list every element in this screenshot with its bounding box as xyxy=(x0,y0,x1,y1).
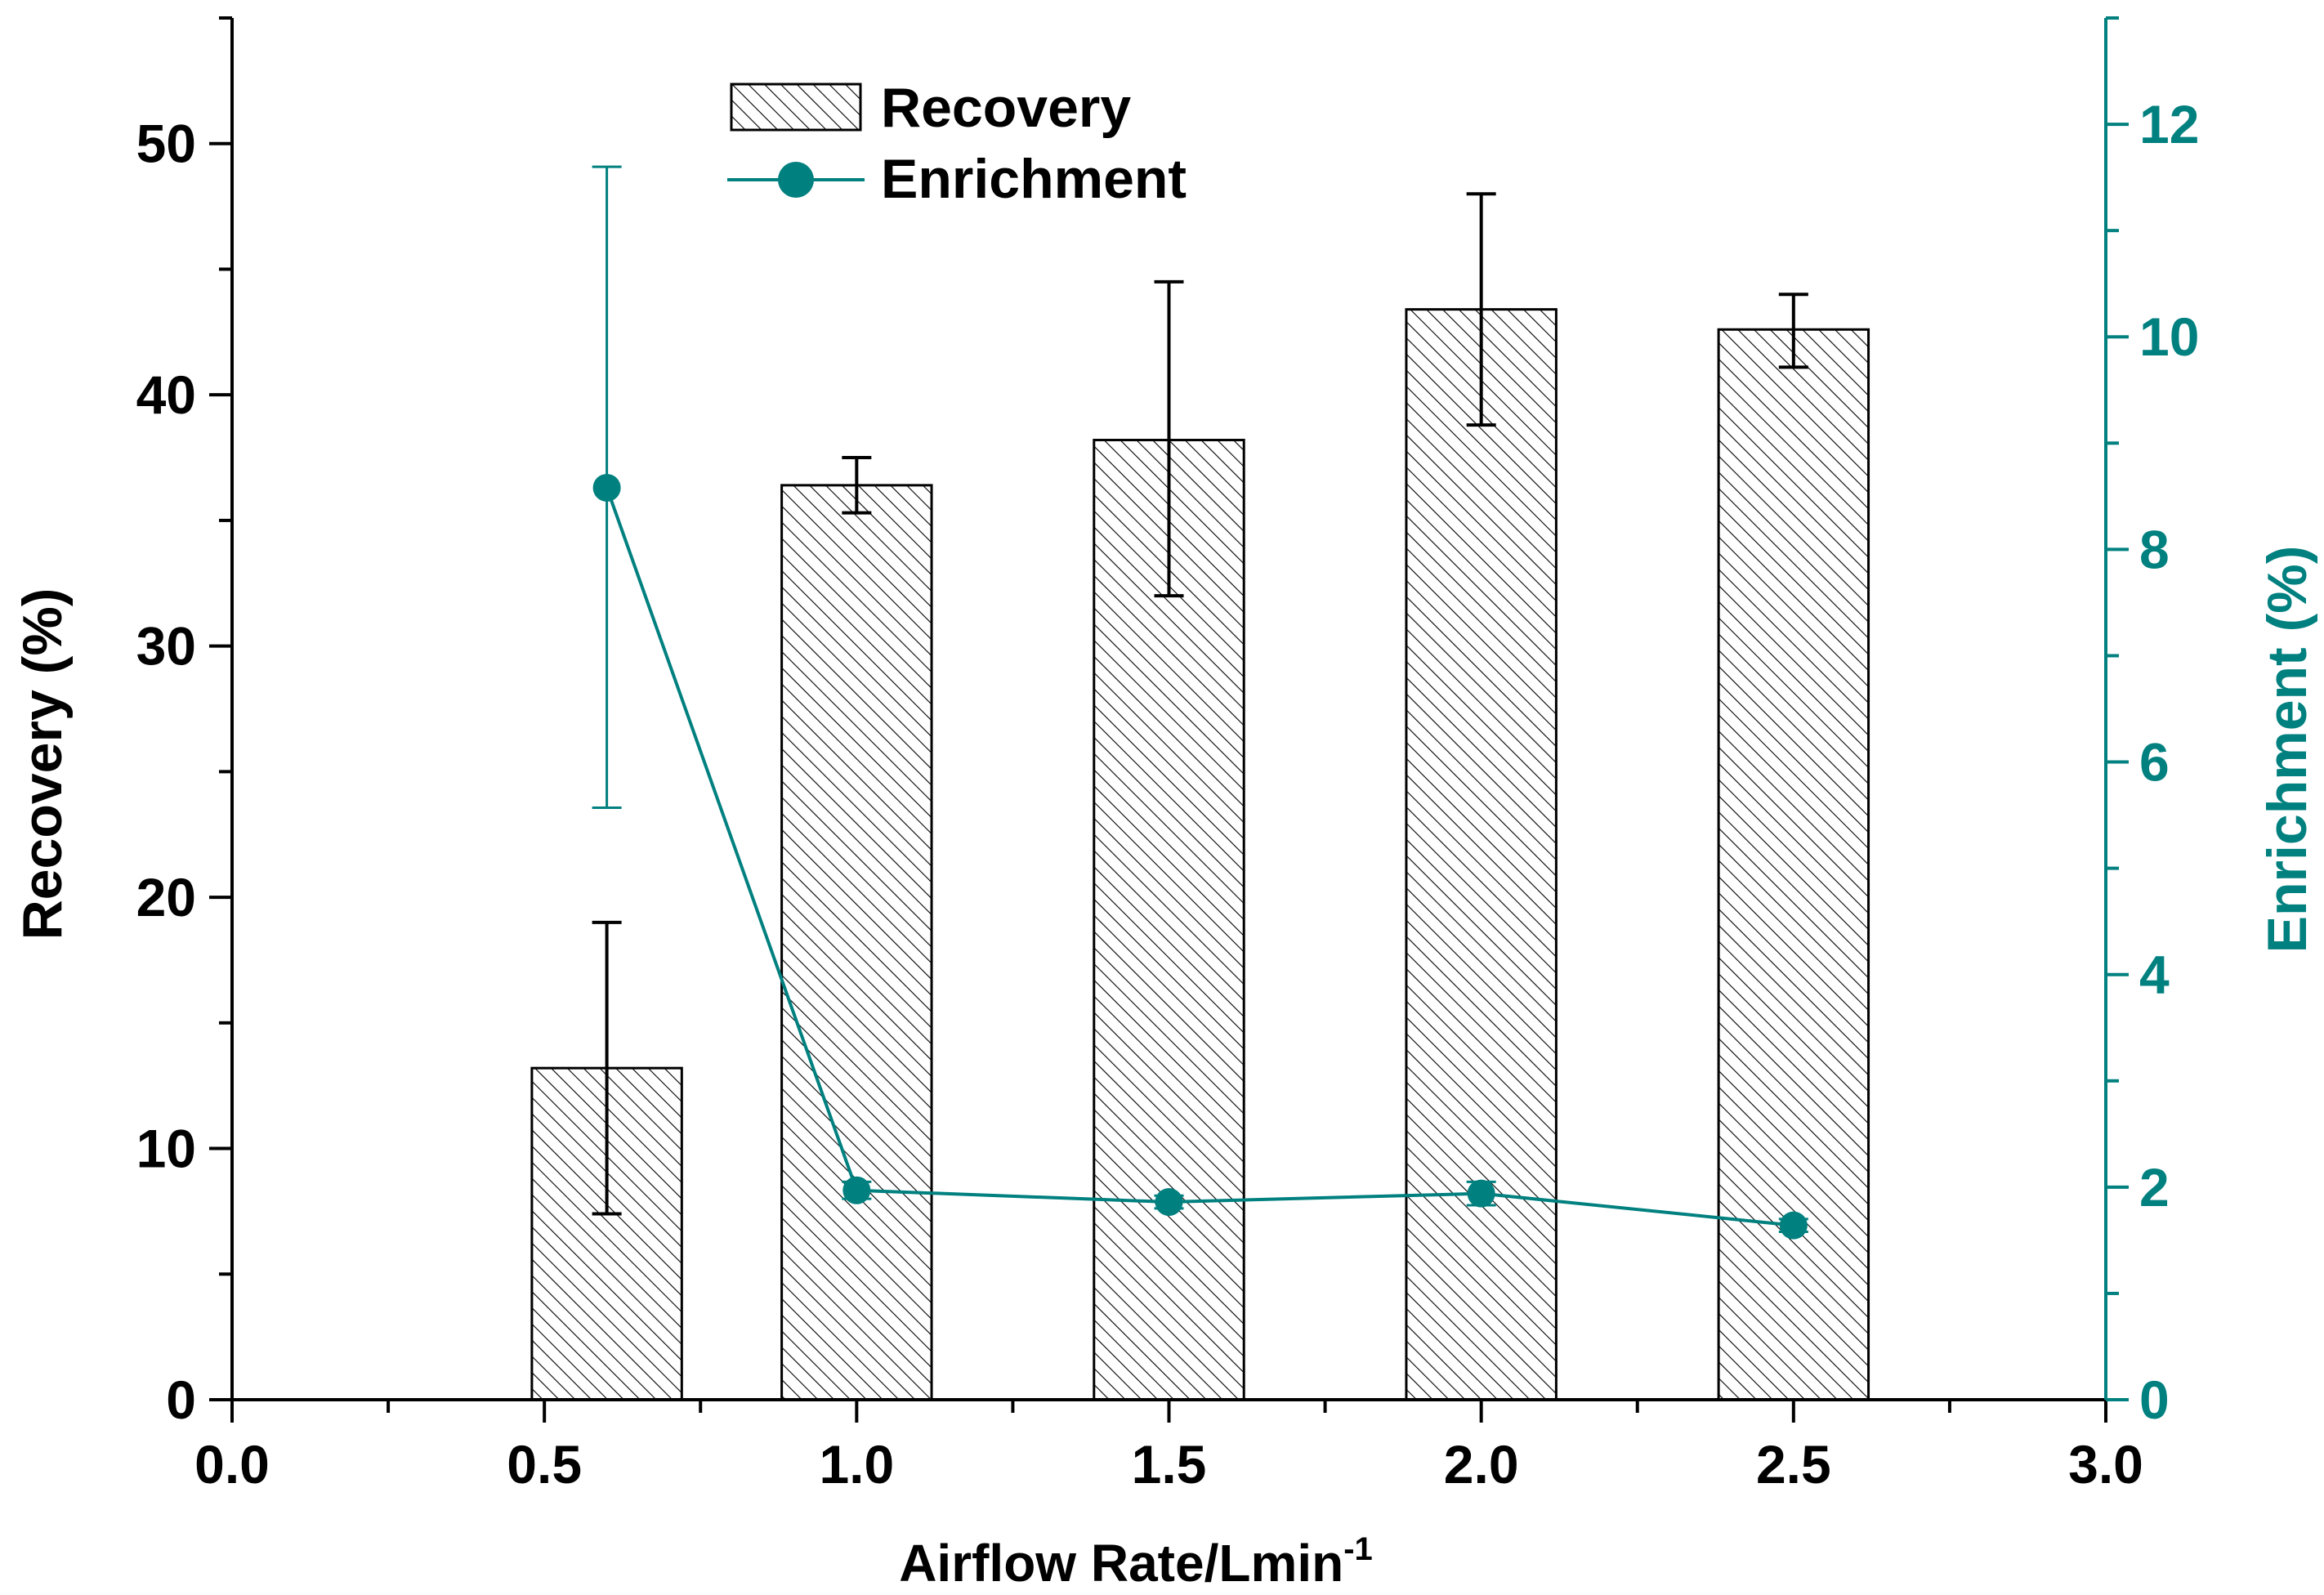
x-axis-label-sup: -1 xyxy=(1343,1531,1373,1567)
recovery-error-bars xyxy=(592,192,1808,1216)
left-y-axis-label: Recovery (%) xyxy=(11,588,74,940)
right-y-tick-label: 4 xyxy=(2139,945,2170,1005)
legend: Recovery Enrichment xyxy=(727,77,1187,210)
tick-marks xyxy=(209,16,2129,1423)
enrichment-point xyxy=(592,473,621,502)
x-tick-label: 0.5 xyxy=(507,1434,582,1494)
x-tick-label: 1.5 xyxy=(1132,1434,1207,1494)
x-axis-label: Airflow Rate/Lmin-1 xyxy=(899,1531,1373,1593)
recovery-bars xyxy=(530,308,1870,1401)
right-y-tick-label: 2 xyxy=(2139,1157,2170,1217)
left-y-tick-label: 50 xyxy=(136,114,196,174)
right-y-tick-label: 6 xyxy=(2139,732,2170,793)
left-y-tick-label: 40 xyxy=(136,364,196,425)
left-y-tick-label: 0 xyxy=(166,1369,196,1430)
x-tick-label: 2.0 xyxy=(1444,1434,1519,1494)
legend-enrichment-marker xyxy=(778,162,814,198)
x-axis-label-main: Airflow Rate/Lmin xyxy=(899,1534,1343,1593)
x-tick-label: 2.5 xyxy=(1756,1434,1831,1494)
enrichment-point xyxy=(842,1176,871,1204)
legend-recovery-label: Recovery xyxy=(881,77,1131,139)
left-y-tick-label: 20 xyxy=(136,867,196,927)
enrichment-point xyxy=(1779,1211,1808,1240)
right-y-tick-label: 8 xyxy=(2139,519,2170,579)
legend-recovery-swatch xyxy=(730,83,862,132)
enrichment-point xyxy=(1155,1188,1183,1217)
recovery-bar xyxy=(1405,308,1558,1401)
recovery-bar xyxy=(780,484,933,1401)
tick-labels: 0.0 0.5 1.0 1.5 2.0 2.5 3.00102030405002468101… xyxy=(136,94,2200,1494)
right-y-tick-label: 10 xyxy=(2139,306,2199,367)
legend-enrichment-label: Enrichment xyxy=(881,148,1187,210)
right-y-tick-label: 12 xyxy=(2139,94,2199,154)
right-y-axis-label: Enrichment (%) xyxy=(2256,546,2318,954)
recovery-bar xyxy=(1093,439,1245,1401)
left-y-tick-label: 30 xyxy=(136,616,196,677)
x-tick-label: 1.0 xyxy=(819,1434,894,1494)
right-y-tick-label: 0 xyxy=(2139,1369,2170,1430)
x-tick-label: 3.0 xyxy=(2068,1434,2143,1494)
left-y-tick-label: 10 xyxy=(136,1119,196,1179)
x-tick-label: 0.0 xyxy=(194,1434,270,1494)
enrichment-point xyxy=(1467,1179,1495,1208)
enrichment-series xyxy=(592,473,1808,1240)
